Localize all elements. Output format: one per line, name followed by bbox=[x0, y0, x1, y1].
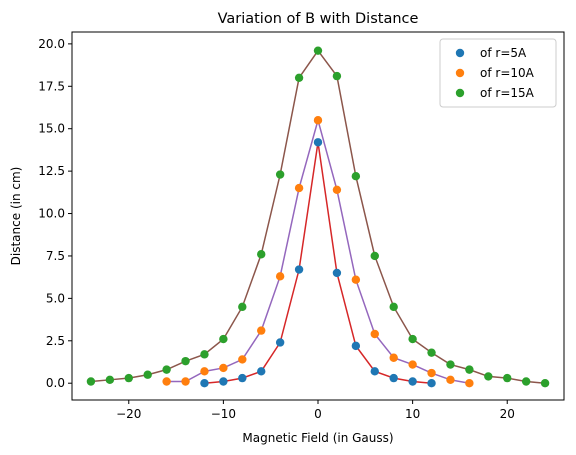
data-point-series-3 bbox=[275, 170, 285, 179]
legend-entry-3: of r=15A bbox=[480, 86, 535, 100]
legend-marker-1 bbox=[455, 48, 465, 58]
data-point-series-3 bbox=[181, 356, 190, 366]
data-point-series-3 bbox=[484, 372, 493, 381]
data-point-series-3 bbox=[521, 377, 531, 386]
y-tick-label: 2.5 bbox=[46, 334, 65, 348]
data-point-series-2 bbox=[408, 360, 417, 369]
y-axis-label: Distance (in cm) bbox=[9, 167, 23, 266]
y-axis: 0.0 2.5 5.0 7.5 10.0 12.5 15.0 17.5 20.0 bbox=[38, 37, 72, 390]
x-tick-label: 0 bbox=[314, 407, 322, 421]
legend-entry-1: of r=5A bbox=[480, 46, 527, 60]
legend-entry-2: of r=10A bbox=[480, 66, 535, 80]
legend-marker-3 bbox=[455, 88, 465, 98]
data-point-series-2 bbox=[332, 185, 342, 194]
data-point-series-3 bbox=[105, 375, 115, 385]
data-point-series-3 bbox=[503, 373, 512, 383]
data-point-series-1 bbox=[313, 138, 323, 147]
data-point-series-1 bbox=[370, 367, 379, 376]
x-tick-label: 10 bbox=[405, 407, 420, 421]
data-point-series-3 bbox=[408, 334, 417, 344]
data-point-series-2 bbox=[313, 116, 323, 125]
data-point-series-1 bbox=[294, 265, 304, 274]
data-point-series-3 bbox=[86, 377, 96, 386]
y-tick-label: 0.0 bbox=[46, 376, 65, 390]
data-point-series-3 bbox=[446, 360, 455, 369]
data-point-series-3 bbox=[370, 251, 379, 261]
legend: of r=5A of r=10A of r=15A bbox=[439, 38, 557, 108]
data-point-series-3 bbox=[219, 334, 228, 344]
legend-box bbox=[439, 38, 557, 108]
data-point-series-3 bbox=[427, 348, 436, 357]
data-point-series-2 bbox=[370, 329, 379, 339]
data-point-series-1 bbox=[275, 338, 285, 347]
y-tick-label: 20.0 bbox=[38, 37, 65, 51]
data-point-series-1 bbox=[257, 367, 266, 376]
x-axis: −20 −10 0 10 20 bbox=[116, 400, 515, 421]
data-point-series-3 bbox=[124, 373, 133, 383]
series-points bbox=[86, 46, 550, 388]
x-tick-label: −10 bbox=[211, 407, 236, 421]
data-point-series-2 bbox=[465, 379, 474, 388]
data-point-series-2 bbox=[294, 183, 304, 193]
data-point-series-2 bbox=[351, 275, 361, 284]
data-point-series-3 bbox=[238, 302, 247, 312]
x-tick-label: −20 bbox=[116, 407, 141, 421]
data-point-series-1 bbox=[332, 268, 342, 278]
y-tick-label: 10.0 bbox=[38, 207, 65, 221]
x-axis-label: Magnetic Field (in Gauss) bbox=[242, 431, 393, 445]
data-point-series-2 bbox=[427, 368, 436, 378]
data-point-series-3 bbox=[162, 365, 171, 374]
data-point-series-2 bbox=[389, 353, 398, 362]
data-point-series-3 bbox=[332, 71, 342, 81]
data-point-series-3 bbox=[294, 73, 304, 83]
data-point-series-3 bbox=[200, 350, 209, 359]
data-point-series-1 bbox=[408, 377, 417, 386]
y-tick-label: 17.5 bbox=[38, 79, 65, 93]
data-point-series-3 bbox=[351, 172, 361, 181]
y-tick-label: 5.0 bbox=[46, 291, 65, 305]
data-point-series-2 bbox=[275, 272, 285, 281]
data-point-series-1 bbox=[389, 373, 398, 383]
data-point-series-1 bbox=[219, 377, 228, 386]
y-tick-label: 15.0 bbox=[38, 122, 65, 136]
data-point-series-1 bbox=[427, 379, 436, 388]
data-point-series-3 bbox=[143, 370, 152, 379]
data-point-series-3 bbox=[257, 250, 266, 259]
data-point-series-3 bbox=[389, 302, 398, 312]
chart-title: Variation of B with Distance bbox=[218, 11, 419, 27]
data-point-series-1 bbox=[351, 341, 361, 351]
data-point-series-2 bbox=[181, 377, 190, 386]
y-tick-label: 7.5 bbox=[46, 249, 65, 263]
data-point-series-1 bbox=[238, 373, 247, 383]
data-point-series-2 bbox=[219, 363, 228, 373]
x-tick-label: 20 bbox=[500, 407, 515, 421]
data-point-series-2 bbox=[257, 326, 266, 335]
data-point-series-3 bbox=[540, 379, 550, 388]
data-point-series-3 bbox=[465, 365, 474, 374]
data-point-series-2 bbox=[162, 377, 171, 386]
data-point-series-2 bbox=[238, 355, 247, 364]
data-point-series-3 bbox=[313, 46, 323, 55]
y-tick-label: 12.5 bbox=[38, 164, 65, 178]
legend-marker-2 bbox=[455, 68, 465, 78]
data-point-series-2 bbox=[200, 367, 209, 376]
data-point-series-2 bbox=[446, 375, 455, 385]
data-point-series-1 bbox=[200, 379, 209, 388]
